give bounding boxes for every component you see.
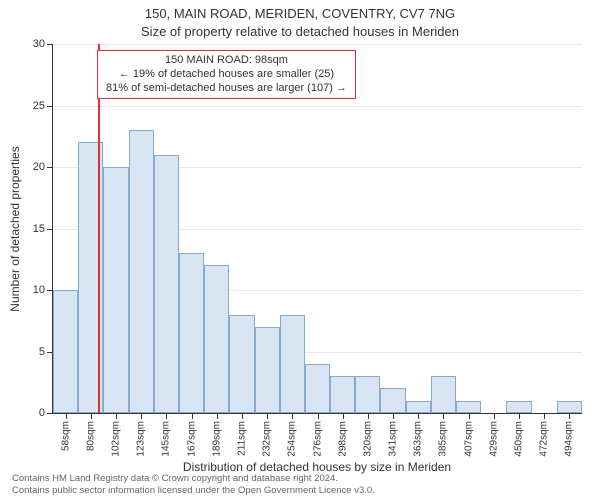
attribution-line2: Contains public sector information licen…	[12, 485, 375, 496]
x-tick	[192, 413, 193, 419]
attribution-line1: Contains HM Land Registry data © Crown c…	[12, 473, 375, 484]
y-tick-label: 0	[39, 407, 45, 419]
y-tick-label: 15	[33, 223, 45, 235]
x-tick-label: 494sqm	[564, 421, 575, 457]
x-tick	[292, 413, 293, 419]
x-tick-label: 429sqm	[488, 421, 499, 457]
bar	[129, 130, 154, 413]
y-tick	[47, 106, 53, 107]
x-tick	[318, 413, 319, 419]
chart-container: 150, MAIN ROAD, MERIDEN, COVENTRY, CV7 7…	[0, 0, 600, 500]
x-tick-label: 80sqm	[85, 421, 96, 451]
x-tick-label: 472sqm	[539, 421, 550, 457]
x-tick-label: 407sqm	[463, 421, 474, 457]
grid-line	[53, 106, 582, 107]
bar	[380, 388, 405, 413]
x-tick-label: 450sqm	[514, 421, 525, 457]
y-tick	[47, 167, 53, 168]
x-tick	[418, 413, 419, 419]
x-tick-label: 254sqm	[287, 421, 298, 457]
y-tick-label: 5	[39, 346, 45, 358]
bar	[229, 315, 254, 413]
grid-line	[53, 44, 582, 45]
x-tick	[544, 413, 545, 419]
x-tick-label: 385sqm	[438, 421, 449, 457]
y-tick-label: 30	[33, 38, 45, 50]
y-tick-label: 25	[33, 100, 45, 112]
bar	[330, 376, 355, 413]
annotation-line2: ← 19% of detached houses are smaller (25…	[106, 68, 347, 82]
x-tick-label: 211sqm	[236, 421, 247, 456]
annotation-line3: 81% of semi-detached houses are larger (…	[106, 82, 347, 96]
bar	[53, 290, 78, 413]
attribution: Contains HM Land Registry data © Crown c…	[12, 473, 375, 496]
bar	[103, 167, 128, 413]
bar	[355, 376, 380, 413]
x-tick	[519, 413, 520, 419]
bar	[431, 376, 456, 413]
x-tick-label: 363sqm	[413, 421, 424, 457]
x-tick	[116, 413, 117, 419]
x-tick	[469, 413, 470, 419]
bar	[456, 401, 481, 413]
x-tick-label: 320sqm	[362, 421, 373, 457]
x-tick	[569, 413, 570, 419]
y-tick	[47, 44, 53, 45]
y-tick-label: 20	[33, 161, 45, 173]
bar	[204, 265, 229, 413]
chart-subtitle: Size of property relative to detached ho…	[0, 24, 600, 39]
x-tick	[166, 413, 167, 419]
x-axis-title: Distribution of detached houses by size …	[52, 460, 582, 474]
x-tick	[91, 413, 92, 419]
x-tick-label: 167sqm	[186, 421, 197, 457]
x-tick	[217, 413, 218, 419]
bar	[305, 364, 330, 413]
x-tick-label: 276sqm	[312, 421, 323, 457]
x-tick-label: 232sqm	[262, 421, 273, 457]
bar	[280, 315, 305, 413]
annotation-line1: 150 MAIN ROAD: 98sqm	[106, 54, 347, 68]
bar	[557, 401, 582, 413]
x-tick	[343, 413, 344, 419]
x-tick	[242, 413, 243, 419]
x-tick	[267, 413, 268, 419]
x-tick	[494, 413, 495, 419]
plot-area: 05101520253058sqm80sqm102sqm123sqm145sqm…	[52, 44, 582, 414]
x-tick-label: 189sqm	[211, 421, 222, 457]
bar	[406, 401, 431, 413]
x-tick	[141, 413, 142, 419]
bar	[255, 327, 280, 413]
y-tick	[47, 229, 53, 230]
x-tick	[443, 413, 444, 419]
x-tick	[368, 413, 369, 419]
y-tick	[47, 413, 53, 414]
x-tick	[393, 413, 394, 419]
bar	[506, 401, 531, 413]
x-tick-label: 298sqm	[337, 421, 348, 457]
x-tick-label: 145sqm	[161, 421, 172, 457]
bar	[179, 253, 204, 413]
x-tick	[66, 413, 67, 419]
reference-line	[98, 44, 100, 413]
y-axis-title: Number of detached properties	[8, 146, 22, 311]
x-tick-label: 341sqm	[388, 421, 399, 457]
x-tick-label: 123sqm	[136, 421, 147, 457]
chart-title: 150, MAIN ROAD, MERIDEN, COVENTRY, CV7 7…	[0, 6, 600, 21]
x-tick-label: 102sqm	[110, 421, 121, 457]
y-tick-label: 10	[33, 284, 45, 296]
x-tick-label: 58sqm	[60, 421, 71, 451]
annotation-box: 150 MAIN ROAD: 98sqm ← 19% of detached h…	[97, 50, 356, 99]
bar	[154, 155, 179, 413]
